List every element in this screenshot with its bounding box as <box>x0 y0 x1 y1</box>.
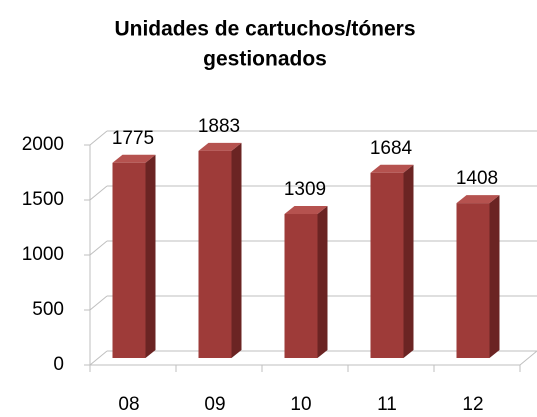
grid-line <box>89 130 108 146</box>
bar-side <box>403 164 414 358</box>
bar-top <box>284 206 328 215</box>
x-tick-label: 11 <box>377 394 397 415</box>
bar <box>112 162 146 358</box>
axis-line <box>519 350 537 366</box>
y-tick-label: 2000 <box>22 134 64 155</box>
x-tick-label: 12 <box>462 394 483 415</box>
bar-side <box>489 195 500 358</box>
data-label: 1775 <box>112 128 154 149</box>
data-label: 1408 <box>456 168 498 189</box>
x-tick-label: 08 <box>118 394 139 415</box>
y-tick-label: 1000 <box>22 244 64 265</box>
bar <box>456 203 490 358</box>
grid-line <box>89 350 108 366</box>
data-label: 1883 <box>198 116 240 137</box>
x-tick-label: 10 <box>290 394 311 415</box>
bar <box>370 172 404 358</box>
chart-subtitle: gestionados <box>203 48 327 71</box>
grid-line <box>89 295 108 311</box>
y-tick-label: 500 <box>32 299 64 320</box>
bar-side <box>231 142 242 358</box>
y-tick-label: 0 <box>53 354 64 375</box>
bar-top <box>198 142 242 151</box>
data-label: 1684 <box>370 138 413 159</box>
bar <box>198 150 232 358</box>
bar-top <box>370 164 414 173</box>
bar-top <box>456 195 500 204</box>
grid-line <box>89 185 108 201</box>
chart-title: Unidades de cartuchos/tóners <box>114 18 415 41</box>
bar-side <box>317 206 328 358</box>
x-tick-label: 09 <box>204 394 225 415</box>
y-tick-label: 1500 <box>22 189 64 210</box>
data-label: 1309 <box>284 179 326 200</box>
bar-side <box>145 154 156 358</box>
grid-line <box>89 240 108 256</box>
bar <box>284 214 318 358</box>
bar-top <box>112 154 156 163</box>
